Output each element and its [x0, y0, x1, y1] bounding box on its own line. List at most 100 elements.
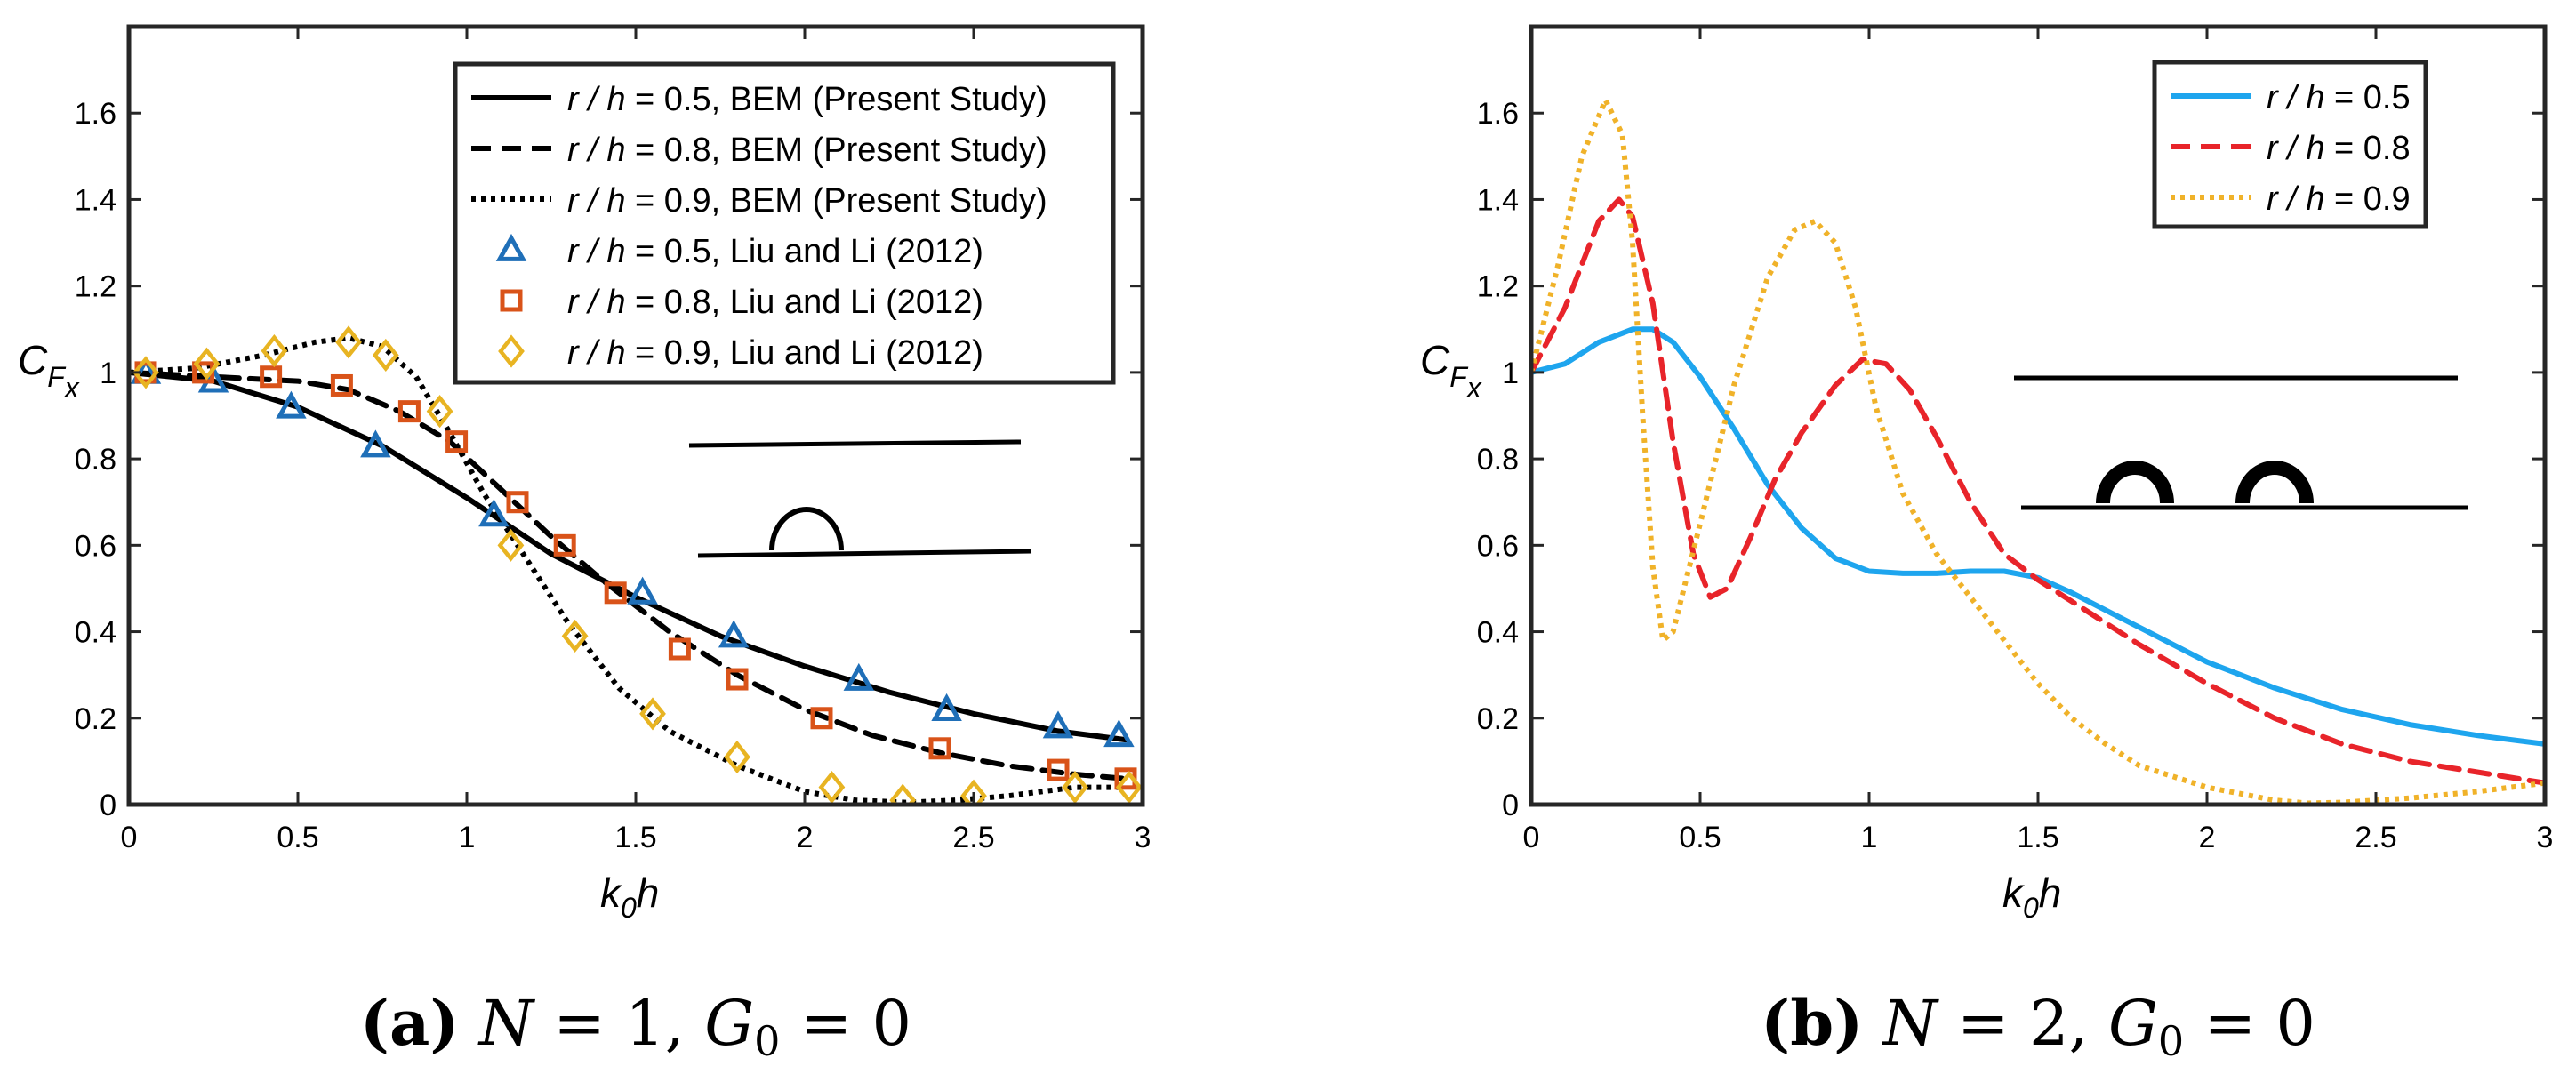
marker-series-diamond	[132, 325, 1143, 805]
x-tick-label: 0.5	[277, 821, 318, 854]
y-tick-label: 1	[100, 357, 116, 390]
panel-caption: (b) N = 2, G0 = 0	[1761, 986, 2315, 1065]
x-tick-label: 1.5	[2017, 821, 2058, 854]
breakwater-shape	[769, 507, 844, 551]
y-tick-label: 1	[1502, 357, 1519, 390]
data-point	[1115, 770, 1143, 805]
chart-panel-b: 0 0.5 1 1.5 2 2.5 3 0 0.2 0.4 0.6 0.8 1 1.2 1.4 1.6 k0h C…	[1420, 24, 2554, 1065]
x-tick-label: 2.5	[952, 821, 994, 854]
legend-entry-label: r / h = 0.9, BEM (Present Study)	[567, 182, 1047, 220]
data-point	[330, 373, 353, 397]
x-tick-label: 1.5	[614, 821, 656, 854]
x-axis-label: k0h	[2002, 870, 2061, 924]
y-tick-label: 0.6	[75, 529, 116, 563]
y-tick-label: 1.2	[1477, 270, 1519, 304]
legend-marker	[495, 233, 527, 261]
data-point	[960, 779, 987, 805]
legend-entry-label: r / h = 0.9, Liu and Li (2012)	[567, 334, 983, 372]
chart-panel-a: 0 0.5 1 1.5 2 2.5 3 0 0.2 0.4 0.6 0.8 1 1.2 1.4 1.6 k0h C…	[18, 24, 1152, 1065]
x-tick-label: 1	[1861, 821, 1878, 854]
series-layer	[1531, 97, 2545, 805]
y-tick-label: 0.8	[75, 443, 116, 477]
legend-entry-label: r / h = 0.8	[2267, 130, 2411, 167]
legend-entry-label: r / h = 0.5, BEM (Present Study)	[567, 81, 1047, 118]
data-point	[718, 620, 750, 648]
data-point	[497, 528, 525, 562]
breakwater-shape	[2096, 461, 2174, 504]
data-point	[810, 707, 833, 730]
legend-entry-label: r / h = 0.8, Liu and Li (2012)	[567, 284, 983, 321]
data-point	[604, 581, 627, 605]
data-point	[561, 619, 589, 653]
data-point	[928, 737, 951, 760]
legend: r / h = 0.5, BEM (Present Study) r / h = …	[453, 61, 1116, 385]
data-point	[426, 395, 453, 429]
data-point	[843, 662, 875, 691]
x-tick-label: 2.5	[2355, 821, 2396, 854]
geometry-schematic	[688, 439, 1032, 558]
geometry-schematic	[2014, 375, 2468, 510]
series-line-dotted	[1531, 97, 2545, 805]
breakwater-shape	[2235, 461, 2314, 504]
y-tick-label: 0.2	[75, 702, 116, 736]
data-point	[1103, 719, 1135, 748]
x-axis-label: k0h	[600, 870, 659, 924]
data-point	[726, 668, 749, 691]
x-tick-label: 1	[459, 821, 476, 854]
data-point	[724, 740, 750, 774]
data-point	[1047, 758, 1070, 781]
legend-box	[2152, 60, 2428, 229]
series-line-dashed	[1531, 196, 2545, 786]
data-point	[276, 390, 307, 419]
data-point	[553, 533, 576, 557]
x-tick-label: 0	[121, 821, 138, 854]
data-point	[132, 356, 159, 389]
legend-entry-label: r / h = 0.5, Liu and Li (2012)	[567, 233, 983, 270]
y-tick-label: 0.4	[75, 616, 116, 650]
y-tick-label: 1.6	[1477, 97, 1519, 131]
data-point	[478, 499, 510, 527]
seabed-line	[697, 549, 1032, 558]
legend-marker	[498, 334, 525, 368]
data-point	[1062, 770, 1088, 805]
data-point	[360, 429, 391, 458]
x-tick-label: 2	[797, 821, 814, 854]
y-tick-label: 1.4	[75, 183, 116, 217]
data-point	[1042, 710, 1074, 739]
y-tick-label: 1.6	[75, 97, 116, 131]
x-tick-label: 0	[1523, 821, 1540, 854]
data-point	[506, 491, 529, 514]
data-point	[931, 693, 962, 721]
data-point	[335, 325, 362, 359]
panel-caption: (a) N = 1, G0 = 0	[360, 986, 911, 1065]
data-point	[193, 347, 221, 381]
y-tick-label: 0	[100, 789, 116, 822]
legend: r / h = 0.5 r / h = 0.8 r / h = 0.9	[2152, 60, 2428, 229]
data-point	[372, 338, 399, 373]
x-tick-label: 3	[2537, 821, 2554, 854]
data-point	[818, 770, 846, 805]
surface-plate	[688, 439, 1022, 448]
data-point	[261, 333, 288, 368]
y-axis-label: CFx	[1420, 337, 1482, 404]
y-tick-label: 0.6	[1477, 529, 1519, 563]
y-tick-label: 0.4	[1477, 616, 1519, 650]
y-tick-label: 0.2	[1477, 702, 1519, 736]
legend-entry-label: r / h = 0.8, BEM (Present Study)	[567, 132, 1047, 169]
data-point	[639, 697, 666, 731]
x-tick-label: 2	[2199, 821, 2216, 854]
y-tick-label: 1.2	[75, 270, 116, 304]
legend-entry-label: r / h = 0.5	[2267, 79, 2411, 116]
y-tick-label: 0.8	[1477, 443, 1519, 477]
y-axis-label: CFx	[18, 337, 80, 404]
data-point	[627, 576, 658, 605]
series-layer	[129, 325, 1143, 805]
y-tick-label: 0	[1502, 789, 1519, 822]
data-point	[260, 365, 283, 389]
x-tick-label: 0.5	[1679, 821, 1721, 854]
x-tick-label: 3	[1135, 821, 1152, 854]
y-tick-label: 1.4	[1477, 183, 1519, 217]
data-point	[445, 430, 469, 453]
legend-box	[453, 61, 1116, 385]
